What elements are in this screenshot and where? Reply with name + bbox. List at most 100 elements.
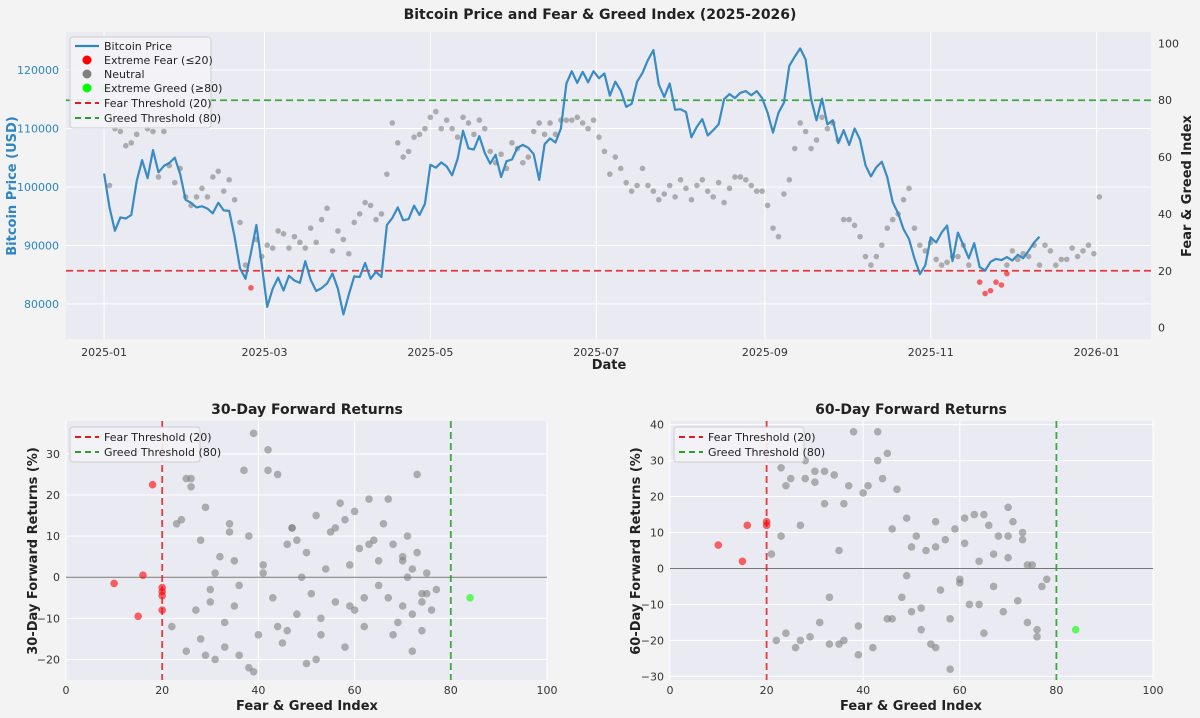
left-neutral-point	[345, 602, 354, 610]
right-neutral-point	[1004, 503, 1012, 512]
top-neutral-point	[487, 148, 494, 155]
top-x-tick-label: 2025-07	[573, 346, 619, 359]
top-neutral-point	[873, 253, 880, 260]
top-neutral-point	[400, 154, 406, 160]
right-y-tick-label: −30	[641, 670, 664, 683]
top-neutral-point	[394, 140, 401, 146]
top-neutral-point	[297, 239, 303, 246]
top-y2-tick-label: 80	[1158, 94, 1172, 107]
right-neutral-point	[989, 550, 998, 558]
top-x-tick-label: 2025-11	[908, 346, 954, 359]
top-neutral-point	[944, 259, 950, 266]
top-neutral-point	[1074, 253, 1081, 260]
top-neutral-point	[911, 225, 918, 231]
left-neutral-point	[408, 610, 417, 619]
right-neutral-point	[835, 546, 843, 555]
top-neutral-point	[966, 262, 972, 268]
top-neutral-point	[454, 134, 461, 140]
left-neutral-point	[225, 528, 234, 536]
left-fear-point	[134, 612, 142, 621]
left-neutral-point	[389, 540, 397, 549]
left-neutral-point	[283, 626, 292, 635]
top-y2-tick-label: 60	[1158, 151, 1172, 164]
left-neutral-point	[341, 515, 349, 524]
left-neutral-point	[321, 565, 330, 573]
left-neutral-point	[317, 630, 325, 639]
right-neutral-point	[999, 607, 1008, 616]
right-neutral-point	[956, 579, 964, 587]
left-y-tick-label: −10	[37, 612, 60, 625]
left-neutral-point	[408, 647, 417, 656]
right-neutral-point	[878, 474, 887, 483]
right-neutral-point	[941, 535, 950, 544]
legend-fear-threshold: Fear Threshold (20)	[104, 97, 212, 110]
top-neutral-point	[645, 182, 651, 189]
right-neutral-point	[791, 643, 800, 652]
left-neutral-point	[216, 552, 224, 561]
left-neutral-point	[394, 618, 402, 627]
left-neutral-point	[413, 470, 421, 479]
top-neutral-point	[242, 262, 249, 268]
top-neutral-point	[498, 151, 504, 158]
top-neutral-point	[813, 137, 820, 143]
top-neutral-point	[1058, 256, 1065, 263]
left-neutral-point	[211, 569, 219, 577]
top-neutral-point	[269, 245, 276, 251]
top-y-tick-label: 110000	[17, 122, 59, 135]
top-plot-area	[66, 32, 1151, 339]
left-neutral-point	[360, 622, 369, 631]
left-neutral-point	[259, 569, 268, 577]
top-neutral-point	[460, 114, 466, 121]
top-neutral-point	[1047, 248, 1054, 254]
right-neutral-point	[820, 499, 829, 508]
top-neutral-point	[427, 114, 434, 121]
top-neutral-point	[340, 236, 347, 243]
left-neutral-point	[283, 540, 292, 549]
top-neutral-point	[1042, 242, 1048, 248]
right-y-tick-label: −20	[641, 634, 664, 647]
top-neutral-point	[422, 125, 428, 132]
left-y-axis-label: 30-Day Forward Returns (%)	[26, 447, 41, 655]
top-neutral-point	[878, 242, 885, 248]
right-neutral-point	[1038, 582, 1046, 591]
right-neutral-point	[801, 474, 810, 483]
top-neutral-point	[748, 182, 755, 189]
top-neutral-point	[1053, 262, 1059, 268]
left-neutral-point	[312, 655, 320, 664]
right-neutral-point	[931, 517, 940, 526]
right-neutral-point	[984, 521, 993, 530]
top-neutral-point	[356, 211, 363, 217]
left-neutral-point	[413, 548, 421, 557]
top-neutral-point	[193, 194, 200, 200]
left-chart-title: 30-Day Forward Returns	[211, 402, 403, 418]
top-neutral-point	[732, 174, 738, 180]
right-y-tick-label: 10	[650, 527, 664, 540]
left-neutral-point	[297, 573, 306, 582]
top-neutral-point	[329, 248, 336, 254]
top-neutral-point	[759, 188, 765, 194]
top-neutral-point	[955, 253, 961, 260]
left-neutral-point	[240, 466, 248, 475]
top-neutral-point	[433, 108, 439, 115]
legend-price: Bitcoin Price	[104, 40, 172, 53]
left-neutral-point	[374, 581, 383, 590]
right-neutral-point	[873, 456, 882, 465]
left-neutral-point	[360, 593, 369, 602]
right-neutral-point	[883, 615, 892, 623]
left-fear-point	[148, 480, 157, 489]
left-x-tick-label: 20	[155, 684, 169, 697]
top-neutral-point	[106, 182, 113, 189]
left-neutral-point	[254, 630, 263, 639]
top-x-tick-label: 2026-01	[1074, 346, 1120, 359]
top-neutral-point	[378, 211, 385, 217]
top-neutral-point	[525, 154, 532, 160]
top-neutral-point	[857, 233, 863, 240]
left-neutral-point	[196, 635, 205, 643]
right-legend-fear: Fear Threshold (20)	[708, 431, 816, 444]
left-neutral-point	[336, 499, 344, 508]
top-neutral-point	[335, 228, 341, 234]
right-neutral-point	[777, 532, 785, 540]
right-fear-point	[714, 541, 723, 549]
top-neutral-point	[819, 114, 825, 121]
top-neutral-point	[840, 216, 847, 223]
